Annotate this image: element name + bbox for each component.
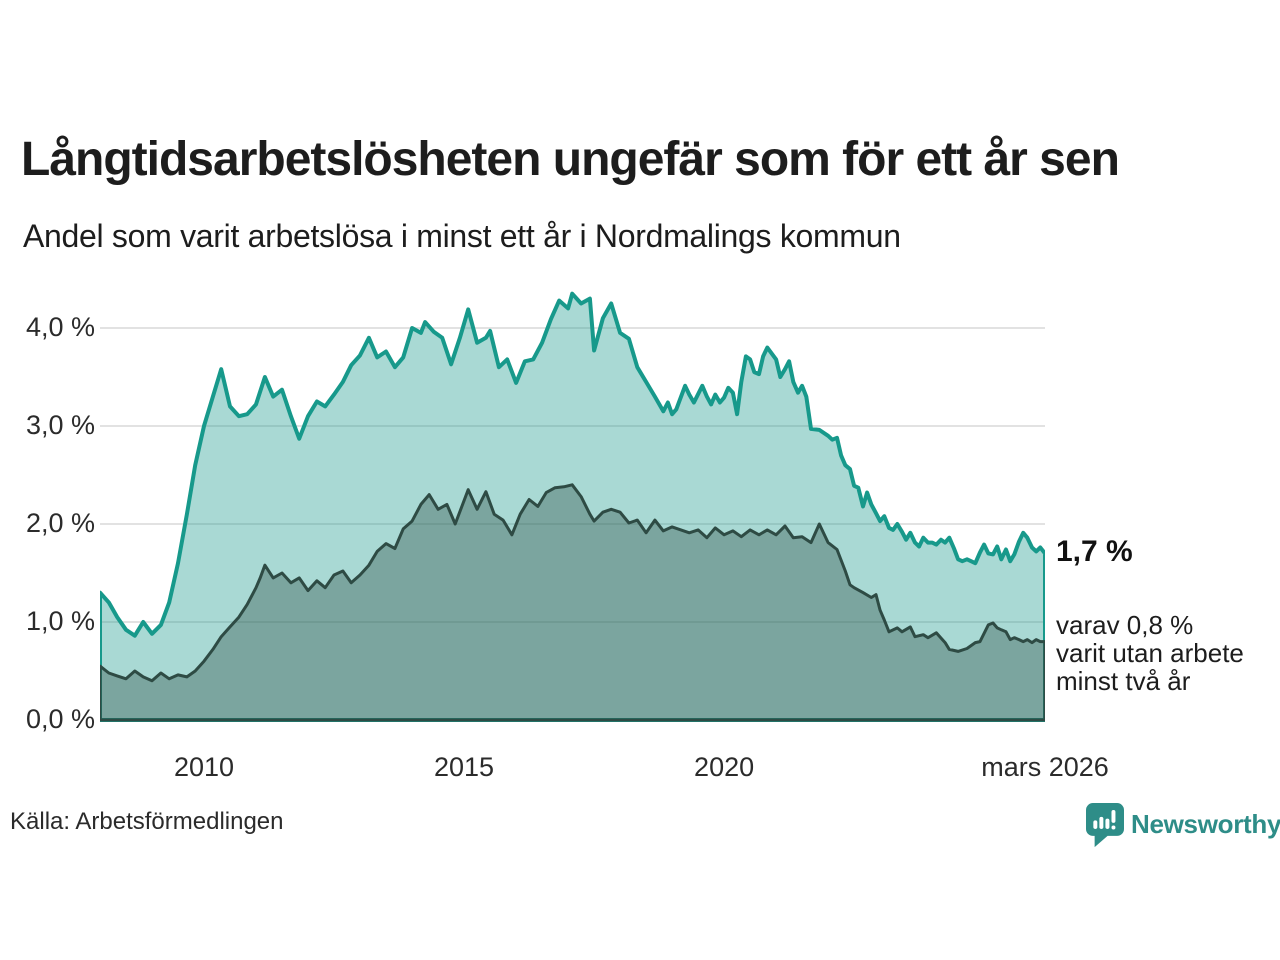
- x-tick-label: 2020: [694, 752, 755, 782]
- x-tick-label: 2015: [434, 752, 495, 782]
- secondary-annotation: varav 0,8 % varit utan arbete minst två …: [1056, 610, 1244, 696]
- chart-subtitle: Andel som varit arbetslösa i minst ett å…: [23, 218, 901, 254]
- series-area-minst-ett-ar: [100, 291, 1045, 722]
- plot-area: [100, 291, 1045, 722]
- page-title: Långtidsarbetslösheten ungefär som för e…: [21, 133, 1120, 186]
- newsworthy-logo: Newsworthy: [1086, 803, 1280, 848]
- y-tick-label: 4,0 %: [25, 312, 95, 342]
- x-tick-label: 2010: [173, 752, 235, 782]
- source-credit: Källa: Arbetsförmedlingen: [10, 808, 284, 835]
- x-tick-label: mars 2026: [981, 752, 1109, 782]
- y-tick-label: 0,0 %: [25, 704, 95, 734]
- series-area-minst-tva-ar: [100, 483, 1045, 722]
- y-tick-label: 3,0 %: [25, 410, 95, 440]
- y-tick-label: 2,0 %: [25, 508, 95, 538]
- newsworthy-logo-text: Newsworthy: [1131, 809, 1280, 839]
- latest-value-label: 1,7 %: [1056, 535, 1133, 568]
- newsworthy-logo-icon: [1086, 803, 1124, 848]
- y-tick-label: 1,0 %: [25, 606, 95, 636]
